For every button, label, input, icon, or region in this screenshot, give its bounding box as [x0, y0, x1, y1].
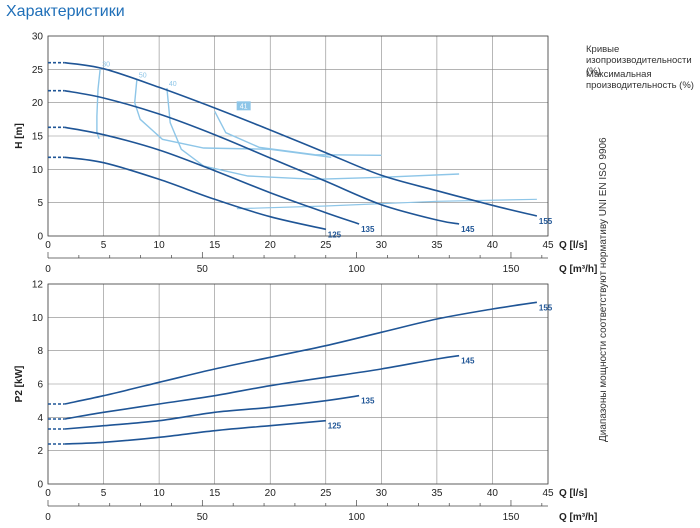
curve-135: [64, 126, 360, 225]
x2-tick-label: 100: [348, 264, 365, 275]
x-tick-label: 25: [320, 488, 332, 499]
x2-tick-label: 100: [348, 512, 365, 523]
x2-axis-label: Q [m³/h]: [559, 512, 597, 523]
plot-frame: [47, 283, 549, 485]
curve-label-135: 135: [361, 225, 375, 234]
y-tick-label: 15: [32, 132, 44, 143]
y-tick-label: 8: [37, 346, 43, 357]
x-axis-label: Q [l/s]: [559, 488, 587, 499]
y-tick-label: 6: [37, 380, 43, 391]
x-tick-label: 25: [320, 240, 332, 251]
x-tick-label: 10: [154, 488, 166, 499]
page-title: Характеристики: [6, 3, 125, 20]
curve-label-145: 145: [461, 357, 475, 366]
y-tick-label: 5: [37, 198, 43, 209]
curve-label-145: 145: [461, 225, 475, 234]
max-efficiency-line: [236, 198, 537, 210]
x2-axis-label: Q [m³/h]: [559, 264, 597, 275]
iso-label: 30: [102, 62, 110, 69]
iso-efficiency-curve: [96, 68, 101, 139]
y-axis-label: H [m]: [14, 123, 25, 149]
y-tick-label: 12: [32, 280, 44, 291]
y-tick-label: 25: [32, 65, 44, 76]
x-tick-label: 35: [431, 488, 443, 499]
curve-145: [64, 354, 460, 420]
y-tick-label: 2: [37, 446, 43, 457]
curve-label-155: 155: [539, 217, 553, 226]
x2-tick-label: 50: [197, 264, 209, 275]
x-tick-label: 45: [542, 240, 554, 251]
curve-155: [64, 301, 538, 405]
x-tick-label: 0: [45, 488, 51, 499]
curve-125: [64, 156, 326, 231]
legend-max-efficiency: Максимальная производительность (%): [586, 69, 694, 91]
x-tick-label: 10: [154, 240, 166, 251]
x2-tick-label: 0: [45, 264, 51, 275]
iso-efficiency-curve: [133, 79, 332, 158]
x-tick-label: 20: [265, 240, 277, 251]
y-tick-label: 10: [32, 165, 44, 176]
y-tick-label: 30: [32, 32, 44, 43]
x-tick-label: 45: [542, 488, 554, 499]
x-tick-label: 15: [209, 488, 221, 499]
x2-tick-label: 50: [197, 512, 209, 523]
x-tick-label: 5: [101, 488, 107, 499]
x-tick-label: 20: [265, 488, 277, 499]
iso-efficiency-curve: [166, 87, 460, 181]
iso-label: 40: [169, 81, 177, 88]
x-tick-label: 30: [376, 240, 388, 251]
curve-125: [64, 419, 326, 445]
curve-155: [64, 61, 538, 217]
x-tick-label: 5: [101, 240, 107, 251]
x-tick-label: 40: [487, 240, 499, 251]
y-tick-label: 0: [37, 480, 43, 491]
curve-145: [64, 89, 460, 225]
y-tick-label: 10: [32, 313, 44, 324]
plot-frame: [47, 35, 549, 237]
y-tick-label: 20: [32, 98, 44, 109]
x-tick-label: 0: [45, 240, 51, 251]
curve-label-135: 135: [361, 397, 375, 406]
curve-label-125: 125: [328, 422, 342, 431]
x-tick-label: 30: [376, 488, 388, 499]
iso-efficiency-curve: [214, 110, 382, 156]
side-note: Диапазоны мощности соответствуют нормати…: [598, 137, 609, 442]
y-tick-label: 0: [37, 232, 43, 243]
curve-label-155: 155: [539, 303, 553, 312]
iso-label-box: [236, 101, 251, 111]
x-axis-label: Q [l/s]: [559, 240, 587, 251]
x-tick-label: 35: [431, 240, 443, 251]
curve-135: [64, 394, 360, 430]
x2-tick-label: 0: [45, 512, 51, 523]
curve-label-125: 125: [328, 230, 342, 239]
legend-iso-efficiency: Кривые изопроизводительности (%): [586, 44, 692, 77]
y-axis-label: P2 [kW]: [14, 366, 25, 403]
x2-tick-label: 150: [503, 264, 520, 275]
x2-tick-label: 150: [503, 512, 520, 523]
y-tick-label: 4: [37, 413, 43, 424]
x-tick-label: 15: [209, 240, 221, 251]
iso-label: 41: [240, 103, 248, 110]
iso-label: 50: [139, 72, 147, 79]
x-tick-label: 40: [487, 488, 499, 499]
